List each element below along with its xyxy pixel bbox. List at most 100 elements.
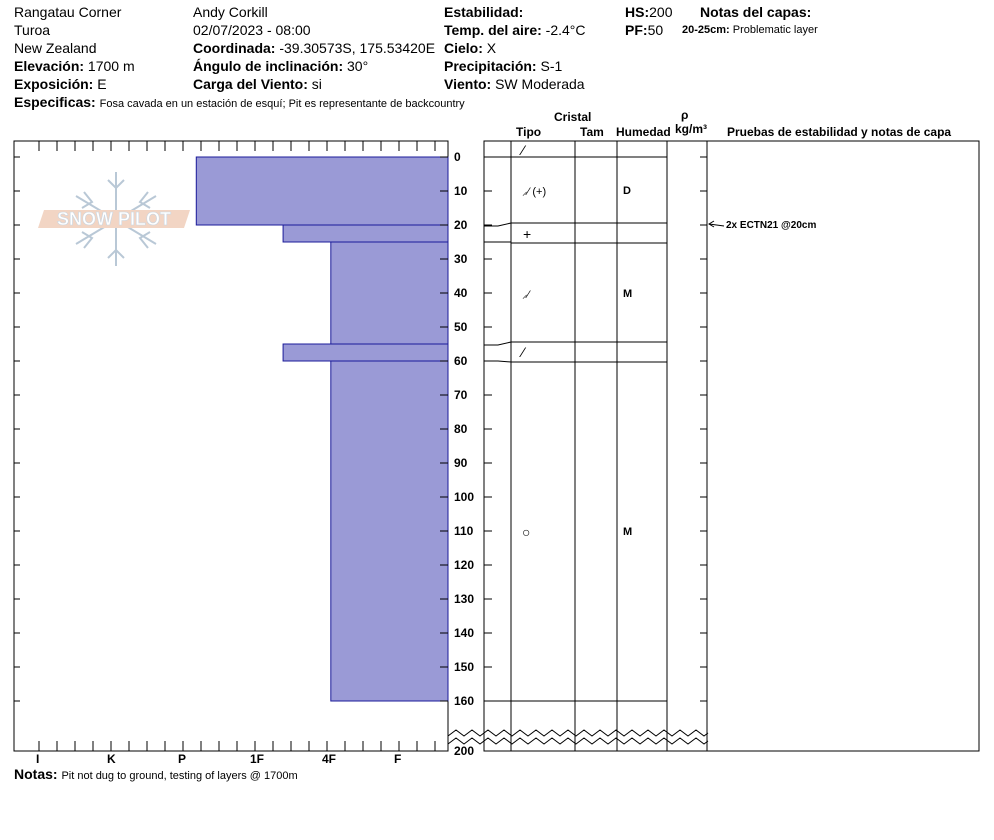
country-name: New Zealand [14,40,97,56]
wind-load-value: si [311,76,322,92]
wind-value: SW Moderada [495,76,585,92]
layer-note: 20-25cm: Problematic layer [682,24,818,36]
penetration-foot: PF:50 [625,22,663,38]
elevation-label: Elevación: [14,58,85,74]
layer-2-moisture: D [623,185,631,197]
specifics-text: Fosa cavada en un estación de esquí; Pit… [99,98,465,110]
specifics-label: Especificas: [14,94,96,110]
depth-label: 160 [454,694,475,708]
layer-6-moisture: M [623,526,633,538]
pf-label: PF: [625,22,648,38]
hardness-label: 1F [250,752,265,766]
hardness-bar-4 [330,360,449,702]
depth-label: 150 [454,660,475,674]
depth-label: 30 [454,252,468,266]
stability-test-result: 2x ECTN21 @20cm [726,220,817,231]
boundary-20cm [497,222,667,227]
observer-name: Andy Corkill [193,4,268,20]
depth-label: 10 [454,184,468,198]
depth-label: 100 [454,490,475,504]
depth-label: 0 [454,150,461,164]
depth-label: 120 [454,558,475,572]
hs-label: HS: [625,4,650,20]
hardness-bars [195,156,449,702]
hardness-label: I [36,752,40,766]
exposure: Exposición: E [14,76,107,92]
slope-angle: Ángulo de inclinación: 30° [193,58,368,74]
snowpilot-logo: SNOW PILOT [38,172,190,266]
coordinates: Coordinada: -39.30573S, 175.53420E [193,40,435,56]
layer-note-text: Problematic layer [732,24,818,36]
hardness-label: K [107,752,116,766]
wind-load-label: Carga del Viento: [193,76,308,92]
test-arrow-head [708,220,715,228]
observation-datetime: 02/07/2023 - 08:00 [193,22,311,38]
sky: Cielo: X [444,40,496,56]
layer-note-range: 20-25cm: [682,24,730,36]
depth-label: 130 [454,592,475,606]
hardness-bar-2 [330,241,449,345]
stability-label: Estabilidad: [444,4,524,20]
depth-label: 140 [454,626,475,640]
precip-value: S-1 [540,58,563,74]
depth-break-zigzag-top [447,729,709,737]
pf-value: 50 [647,22,664,38]
coord-value: -39.30573S, 175.53420E [279,40,436,56]
wind-label: Viento: [444,76,492,92]
precip-label: Precipitación: [444,58,537,74]
layer-6-grain: ○ [522,524,531,540]
exposure-label: Exposición: [14,76,94,92]
wind-load: Carga del Viento: si [193,76,322,92]
density-header: kg/m³ [675,122,708,136]
depth-label: 80 [454,422,468,436]
depth-label: 20 [454,218,468,232]
layer-1-grain: ⁄ [522,142,525,158]
sky-label: Cielo: [444,40,483,56]
air-temp-value: -2.4°C [545,22,586,38]
slope-value: 30° [347,58,369,74]
layer-4-grain: ⸝⁄ [522,289,530,301]
depth-label: 40 [454,286,468,300]
hardness-bar-0 [195,156,449,226]
boundary-55cm [484,341,667,346]
hardness-bar-3 [282,343,449,362]
hardness-axis [38,141,436,751]
precipitation: Precipitación: S-1 [444,58,562,74]
depth-break-zigzag-bottom [447,737,709,745]
notes: Notas: Pit not dug to ground, testing of… [14,766,298,782]
layer-notes-label: Notas del capas: [700,4,812,20]
slope-label: Ángulo de inclinación: [193,58,344,74]
coord-label: Coordinada: [193,40,276,56]
depth-label: 70 [454,388,468,402]
depth-label: 200 [454,744,475,758]
layer-2-grain: ⸝⁄ (+) [522,186,547,198]
hardness-label: P [178,752,187,766]
hardness-label: 4F [322,752,337,766]
depth-label: 110 [454,524,474,538]
layer-table-frame [483,140,980,752]
moisture-header: Humedad [616,125,671,139]
layer-4-moisture: M [623,288,633,300]
sky-value: X [486,40,497,56]
depth-label: 90 [454,456,468,470]
tests-header: Pruebas de estabilidad y notas de capa [727,125,952,139]
hardness-bar-1 [282,224,449,243]
test-result-arrow [708,223,725,227]
air-temp: Temp. del aire: -2.4°C [444,22,586,38]
hardness-label: F [394,752,402,766]
rho-header: ρ [681,108,689,122]
elevation-value: 1700 m [87,58,135,74]
depth-label: 50 [454,320,468,334]
snow-height: HS:200 [625,4,672,20]
depth-label: 60 [454,354,468,368]
elevation: Elevación: 1700 m [14,58,135,74]
layer-3-grain: + [523,226,532,242]
air-temp-label: Temp. del aire: [444,22,542,38]
type-header: Tipo [516,125,542,139]
hs-value: 200 [649,4,673,20]
layer-5-grain: ⁄ [522,344,525,360]
location-name: Rangatau Corner [14,4,122,20]
wind: Viento: SW Moderada [444,76,585,92]
logo-text: SNOW PILOT [57,209,171,229]
